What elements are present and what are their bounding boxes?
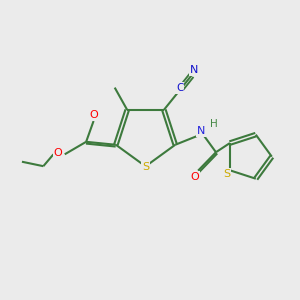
Text: N: N: [190, 65, 199, 75]
Text: S: S: [223, 169, 230, 179]
Text: C: C: [176, 83, 183, 93]
Text: S: S: [142, 162, 149, 172]
Text: H: H: [210, 119, 218, 129]
Text: O: O: [191, 172, 200, 182]
Text: O: O: [90, 110, 98, 120]
Text: N: N: [197, 126, 205, 136]
Text: O: O: [54, 148, 63, 158]
